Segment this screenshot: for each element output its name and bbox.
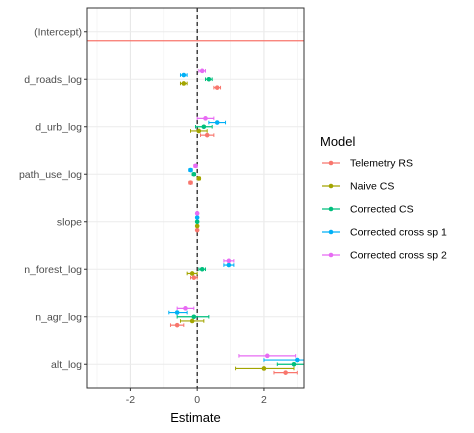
panel-background: [87, 8, 304, 388]
estimate-point: [194, 227, 200, 233]
legend-key-point: [328, 229, 334, 235]
legend-key-point: [328, 183, 334, 189]
y-tick-label: n_agr_log: [35, 311, 82, 323]
estimate-point: [189, 271, 195, 276]
y-tick-label: n_forest_log: [24, 264, 82, 276]
y-axis-tick-labels: (Intercept) d_roads_log d_urb_log path_use_…: [19, 26, 87, 371]
estimate-point: [181, 81, 187, 86]
legend-title: Model: [320, 134, 356, 149]
y-tick-label: alt_log: [51, 359, 82, 371]
estimate-point: [261, 366, 267, 371]
y-tick-label: d_roads_log: [24, 74, 82, 86]
estimate-point: [201, 124, 207, 130]
estimate-point: [199, 68, 205, 74]
estimate-point: [226, 258, 232, 264]
estimate-point: [283, 370, 288, 375]
estimate-point: [226, 262, 232, 268]
legend-item: Corrected cross sp 1: [322, 227, 447, 239]
estimate-point: [264, 353, 270, 359]
legend-item: Corrected cross sp 2: [322, 250, 447, 262]
estimate-point: [174, 310, 180, 315]
legend-item: Naive CS: [322, 181, 394, 193]
estimate-point: [204, 132, 210, 138]
estimate-point: [191, 171, 197, 177]
x-tick-label: 0: [194, 394, 200, 406]
estimate-point: [196, 128, 202, 134]
legend-item: Telemetry RS: [322, 158, 413, 170]
estimate-point: [183, 306, 188, 311]
y-tick-label: slope: [57, 216, 82, 228]
x-axis-title: Estimate: [170, 410, 221, 425]
estimate-point: [291, 361, 297, 367]
legend-label: Naive CS: [350, 181, 394, 193]
estimate-point: [203, 116, 208, 121]
legend: Model Telemetry RS Naive CS Corrected CS Co…: [320, 134, 447, 262]
estimate-point: [199, 266, 205, 272]
estimate-point: [194, 215, 200, 220]
x-tick-label: -2: [126, 394, 135, 406]
estimate-point: [181, 72, 187, 78]
legend-key-point: [328, 252, 334, 258]
estimate-point: [193, 163, 198, 169]
x-axis-tick-labels: -2 0 2: [126, 388, 267, 406]
panel-border: [86, 7, 305, 389]
y-tick-label: (Intercept): [34, 26, 82, 38]
estimate-point: [174, 322, 180, 328]
legend-key-point: [328, 160, 334, 166]
legend-label: Corrected CS: [350, 204, 414, 216]
legend-key-point: [328, 206, 334, 212]
estimate-point: [194, 223, 200, 229]
estimate-point: [189, 318, 195, 324]
estimate-point: [188, 180, 193, 185]
legend-label: Corrected cross sp 1: [350, 227, 447, 239]
x-tick-label: 2: [261, 394, 267, 406]
legend-items: Telemetry RS Naive CS Corrected CS Correcte…: [322, 158, 447, 262]
y-tick-label: path_use_log: [19, 169, 82, 181]
estimate-point: [206, 76, 212, 82]
estimate-point: [191, 314, 197, 320]
estimate-point: [196, 176, 202, 181]
estimate-point: [295, 357, 300, 363]
estimate-point: [191, 275, 197, 280]
estimate-point: [194, 219, 200, 225]
legend-label: Telemetry RS: [350, 158, 413, 170]
estimate-point: [214, 85, 220, 90]
legend-item: Corrected CS: [322, 204, 414, 216]
y-tick-label: d_urb_log: [35, 121, 82, 133]
estimate-point: [188, 167, 193, 173]
plot-panel: [86, 7, 305, 389]
legend-label: Corrected cross sp 2: [350, 250, 447, 262]
estimate-point: [194, 211, 200, 216]
estimate-point: [214, 120, 220, 125]
